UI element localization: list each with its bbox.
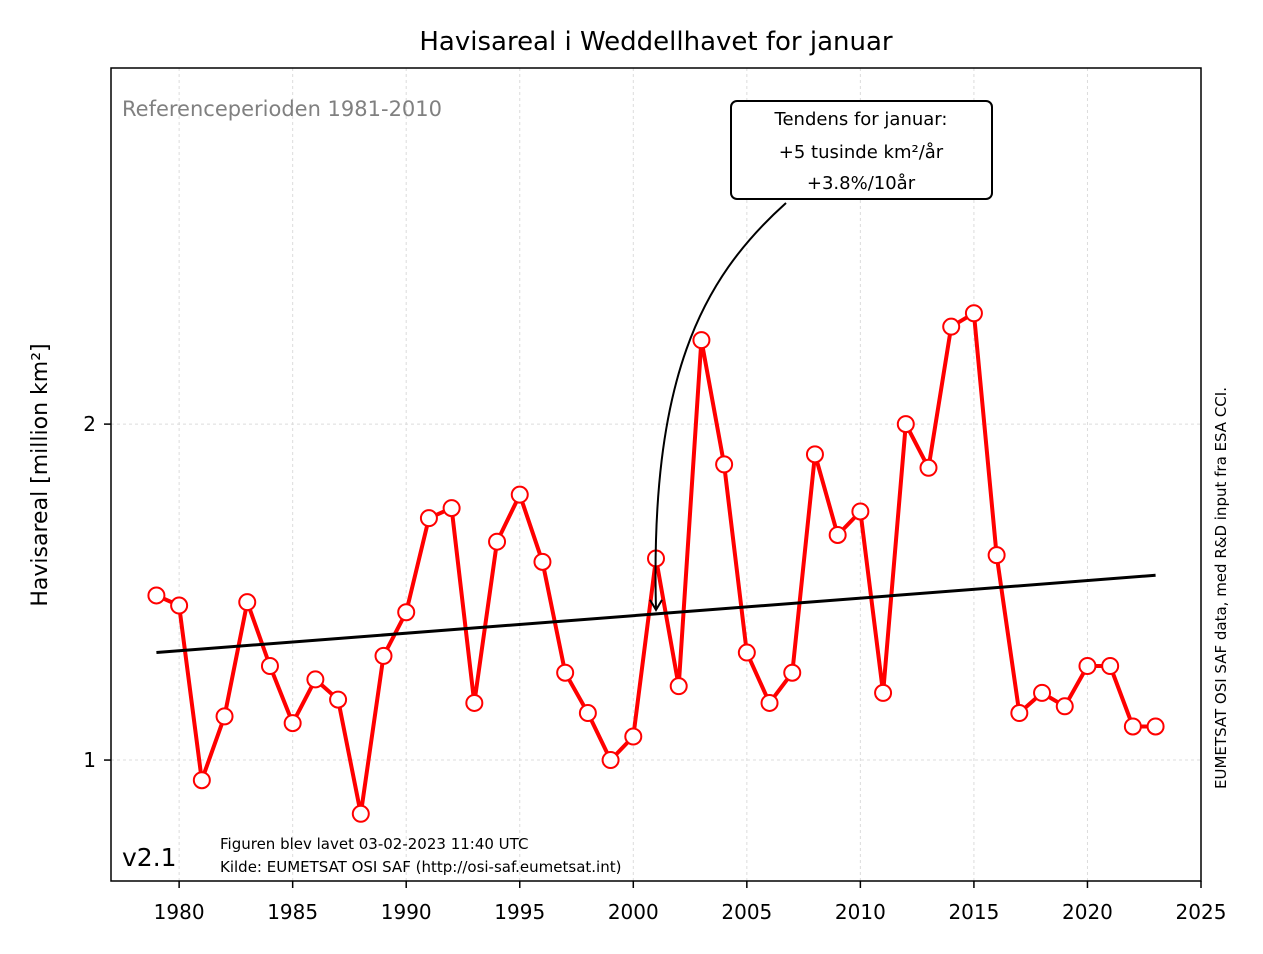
version-label: v2.1 <box>122 843 177 872</box>
data-point <box>260 656 279 675</box>
data-point <box>374 646 393 665</box>
data-point <box>601 751 620 770</box>
created-timestamp: Figuren blev lavet 03-02-2023 11:40 UTC <box>220 835 528 853</box>
data-point <box>964 304 983 323</box>
y-tick-label: 1 <box>83 748 96 772</box>
data-point <box>760 693 779 712</box>
annotation-arrowhead <box>649 599 663 612</box>
data-point <box>1078 656 1097 675</box>
annotation-arrow <box>654 202 787 610</box>
chart-title: Havisareal i Weddellhavet for januar <box>419 27 893 57</box>
data-point <box>851 502 870 521</box>
x-tick-label: 2005 <box>721 900 772 924</box>
source-label: Kilde: EUMETSAT OSI SAF (http://osi-saf.… <box>220 858 621 876</box>
data-point <box>1146 717 1165 736</box>
x-tick-label: 1980 <box>154 900 205 924</box>
x-tick-label: 2000 <box>608 900 659 924</box>
data-point <box>510 485 529 504</box>
data-point <box>488 532 507 551</box>
trend-annotation: Tendens for januar: +5 tusinde km²/år +3… <box>649 100 993 612</box>
trend-line <box>156 573 1156 655</box>
data-point <box>465 693 484 712</box>
reference-period-label: Referenceperioden 1981-2010 <box>122 97 442 121</box>
data-point <box>192 771 211 790</box>
tick-layer: 1980 1985 1990 1995 2000 2005 2010 2015 2020 2025… <box>83 412 1226 924</box>
data-point <box>283 714 302 733</box>
data-point <box>329 690 348 709</box>
data-point <box>874 683 893 702</box>
data-point <box>624 727 643 746</box>
annotation-box <box>730 100 993 200</box>
data-point <box>238 593 257 612</box>
data-point <box>1055 697 1074 716</box>
data-point <box>397 603 416 622</box>
x-tick-label: 2020 <box>1062 900 1113 924</box>
x-tick-label: 2025 <box>1176 900 1227 924</box>
series-layer <box>147 304 1165 823</box>
data-point <box>692 331 711 350</box>
data-point <box>942 317 961 336</box>
data-point <box>1123 717 1142 736</box>
data-point <box>556 663 575 682</box>
data-point <box>442 499 461 518</box>
data-credit-label: EUMETSAT OSI SAF data, med R&D input fra… <box>1212 387 1230 789</box>
data-point <box>737 643 756 662</box>
annotation-line-2: +5 tusinde km²/år <box>779 142 944 163</box>
plot-frame <box>110 67 1202 882</box>
data-point <box>669 677 688 696</box>
annotation-line-3: +3.8%/10år <box>807 173 916 194</box>
data-point <box>419 509 438 528</box>
x-tick-label: 2015 <box>948 900 999 924</box>
data-point <box>987 546 1006 565</box>
x-tick-label: 1990 <box>381 900 432 924</box>
annotation-line-1: Tendens for januar: <box>774 109 948 130</box>
x-tick-label: 1985 <box>267 900 318 924</box>
y-tick-label: 2 <box>83 412 96 436</box>
grid-layer <box>111 68 1201 881</box>
y-axis-label: Havisareal [million km²] <box>28 343 53 606</box>
data-point <box>147 586 166 605</box>
data-point <box>1033 683 1052 702</box>
data-point <box>215 707 234 726</box>
data-point <box>896 415 915 434</box>
data-point <box>828 525 847 544</box>
data-point <box>919 458 938 477</box>
x-tick-label: 1995 <box>494 900 545 924</box>
data-point <box>533 552 552 571</box>
data-point <box>783 663 802 682</box>
data-point <box>306 670 325 689</box>
data-point <box>1101 656 1120 675</box>
x-tick-label: 2010 <box>835 900 886 924</box>
data-point <box>351 804 370 823</box>
data-point <box>1010 704 1029 723</box>
data-point <box>578 704 597 723</box>
data-point <box>715 455 734 474</box>
data-point <box>805 445 824 464</box>
data-point <box>170 596 189 615</box>
